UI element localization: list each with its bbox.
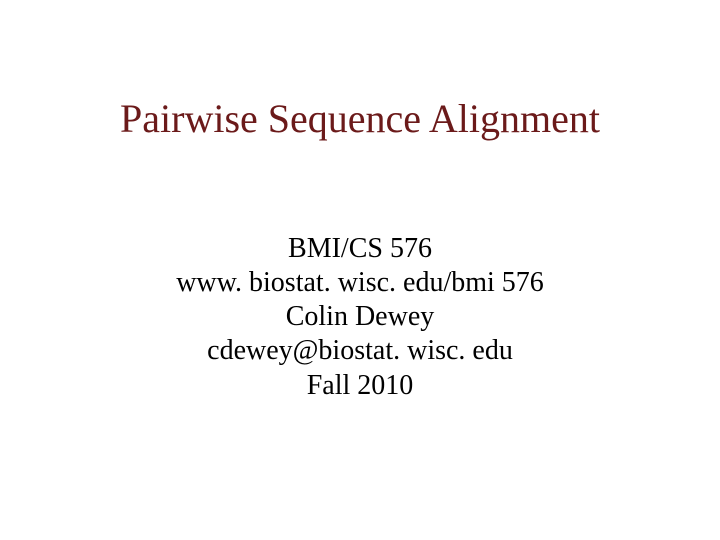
content-line-email: cdewey@biostat. wisc. edu [176,334,544,368]
content-line-term: Fall 2010 [176,369,544,403]
content-line-course: BMI/CS 576 [176,232,544,266]
slide-container: Pairwise Sequence Alignment BMI/CS 576 w… [0,0,720,540]
slide-content: BMI/CS 576 www. biostat. wisc. edu/bmi 5… [176,232,544,403]
slide-title: Pairwise Sequence Alignment [120,95,600,142]
content-line-author: Colin Dewey [176,300,544,334]
content-line-url: www. biostat. wisc. edu/bmi 576 [176,266,544,300]
